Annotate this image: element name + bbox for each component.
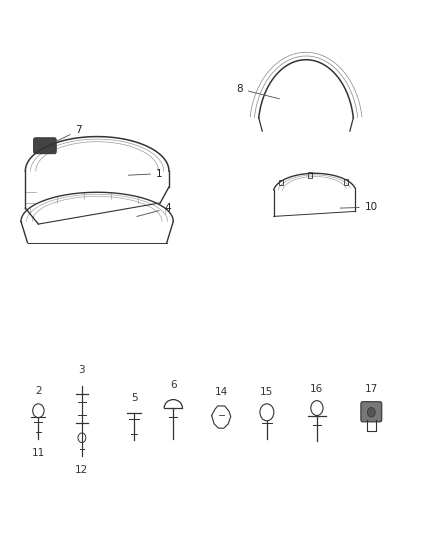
Text: 4: 4 [137,203,171,216]
Text: 8: 8 [237,84,279,99]
Text: 7: 7 [55,125,82,142]
Text: 12: 12 [75,465,88,475]
Text: 17: 17 [365,384,378,394]
Text: 15: 15 [260,387,273,398]
Text: 6: 6 [170,380,177,390]
Bar [308,172,312,177]
FancyBboxPatch shape [361,402,382,422]
Text: 16: 16 [310,384,324,394]
Text: 10: 10 [340,202,378,212]
Text: 3: 3 [78,365,85,375]
Text: 11: 11 [32,448,45,458]
Text: 5: 5 [131,393,138,403]
Circle shape [367,408,375,417]
FancyBboxPatch shape [34,138,56,154]
Bar [344,180,348,185]
Text: 1: 1 [128,169,162,179]
Text: 14: 14 [215,387,228,398]
Bar [279,180,283,185]
Text: 2: 2 [35,386,42,397]
